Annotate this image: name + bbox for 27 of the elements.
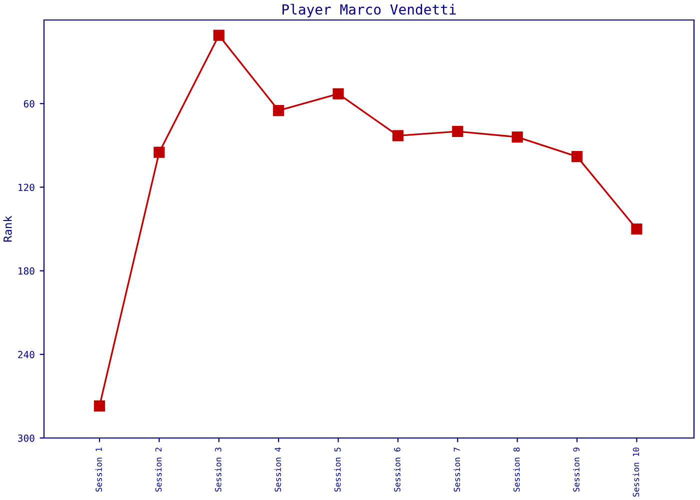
y-tick-label: 60 bbox=[24, 100, 34, 108]
x-tick-label: Session 7 bbox=[454, 448, 460, 492]
x-tick-label: Session 3 bbox=[214, 448, 222, 492]
x-tick-label: Session 2 bbox=[155, 448, 162, 492]
x-tick-label: Session 5 bbox=[334, 448, 341, 492]
point bbox=[512, 131, 523, 143]
y-tick-label: 300 bbox=[18, 434, 34, 442]
x-tick-label: Session 1 bbox=[96, 448, 102, 492]
y-axis-title: Rank bbox=[3, 216, 12, 242]
x-tick-label: Session 4 bbox=[274, 447, 282, 492]
x-tick-label: Session 9 bbox=[573, 448, 580, 492]
y-tick-label: 240 bbox=[18, 350, 34, 358]
x-tick-label: Session 8 bbox=[513, 448, 520, 492]
point bbox=[571, 150, 583, 162]
x-tick-label: Session 10 bbox=[632, 448, 640, 497]
x-tick-label: Session 6 bbox=[394, 448, 400, 492]
point bbox=[332, 88, 344, 100]
point bbox=[213, 30, 224, 41]
y-tick-label: 180 bbox=[18, 267, 34, 275]
point bbox=[631, 223, 642, 235]
chart-title: Player Marco Vendetti bbox=[282, 4, 456, 18]
point bbox=[154, 146, 165, 158]
point bbox=[273, 105, 284, 116]
point bbox=[392, 130, 404, 142]
y-tick-label: 120 bbox=[18, 184, 34, 192]
point bbox=[94, 400, 106, 412]
point bbox=[452, 126, 464, 138]
